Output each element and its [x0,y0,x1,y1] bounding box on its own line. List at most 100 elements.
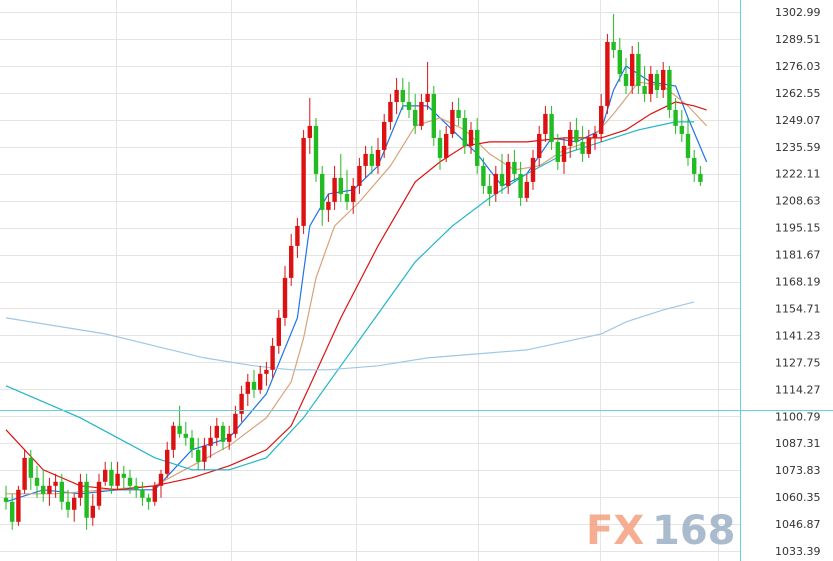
candle-body [363,153,368,166]
candle [555,133,560,170]
candle [270,337,275,378]
candle [165,441,170,478]
candle [437,129,443,170]
candle [233,405,238,438]
candle-body [332,177,337,202]
candle-body [320,173,325,210]
candle [549,105,554,150]
candle [78,473,83,506]
candle-body [34,477,40,486]
candle [196,437,201,470]
candle [326,193,331,222]
candle-body [568,129,573,146]
candle-body [227,433,232,442]
candle-body [400,89,405,102]
candle-body [537,133,542,158]
candle [444,125,449,162]
candle [673,97,678,134]
candle-body [158,473,164,486]
candle-body [351,185,356,202]
candle-body [165,449,170,474]
candle-body [456,109,461,118]
candle [648,65,653,102]
candle [394,77,399,114]
candle [344,169,350,210]
candle-body [121,473,126,478]
candle-body [481,165,486,186]
candle-body [140,489,145,498]
candle-body [289,245,294,278]
candle-body [295,225,300,246]
candle [65,489,71,518]
candle-body [326,201,331,210]
y-tick-label: 1141.23 [775,329,821,342]
candle-body [549,113,554,142]
candle-body [109,469,114,486]
candle-body [555,141,560,162]
y-tick-label: 1222.11 [775,168,821,181]
candle-body [685,133,691,158]
candle [276,309,281,354]
candle [537,125,542,166]
candle [493,165,498,202]
candle [183,421,188,446]
candle [320,165,325,226]
candle [481,157,486,194]
candle-body [394,89,399,102]
candle [611,13,616,58]
candle [295,217,300,258]
candle [388,93,393,130]
candle [134,477,139,498]
candle-body [382,121,387,150]
candle-body [239,393,244,414]
candle [599,93,604,142]
candle-body [530,157,536,182]
candle [282,265,288,326]
candle [96,473,102,510]
candle-body [487,185,492,194]
candle [623,57,629,94]
candle [530,149,536,190]
candle [301,129,306,234]
candle-body [115,473,120,486]
candle-body [679,125,684,134]
candle [53,473,58,498]
candle [512,149,517,182]
candle [369,145,374,174]
candle [245,373,250,406]
candle [103,461,108,486]
y-tick-label: 1168.19 [775,276,821,289]
candle-body [419,101,424,126]
candle-body [518,173,523,198]
candle-body [183,433,188,438]
candle-body [450,109,455,134]
candle [592,125,598,150]
candle [617,37,622,82]
y-tick-label: 1195.15 [775,222,821,235]
candle [654,69,660,98]
candle [499,153,505,194]
candle-body [599,105,604,134]
candle-body [84,481,89,518]
candle-body [344,193,350,202]
candle [375,137,381,174]
candle [382,113,387,158]
candle [41,469,46,502]
candle [642,65,647,102]
candle [115,461,120,490]
candle [667,65,672,118]
candle-body [264,369,269,374]
candle-body [406,101,412,110]
candle-body [258,373,263,390]
candle-body [431,93,436,138]
candle [462,109,467,154]
candle-body [47,485,52,494]
candle [574,117,579,150]
candle-body [214,425,219,438]
y-tick-label: 1046.87 [775,518,821,531]
candle-body [282,277,288,318]
y-tick-label: 1100.79 [775,410,821,423]
fx168-watermark: FX 168 [586,508,736,554]
candle-body [630,53,635,86]
